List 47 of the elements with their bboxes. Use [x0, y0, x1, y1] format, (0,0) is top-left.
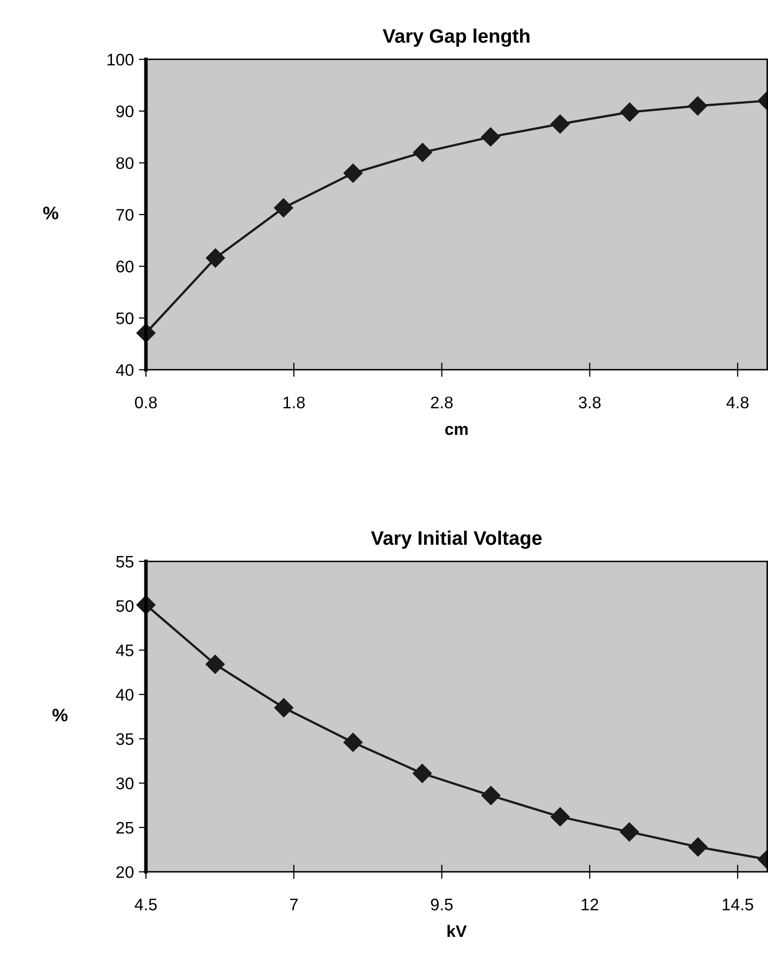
point: [413, 142, 432, 162]
y-tick-label: 80: [116, 157, 134, 170]
x-tick-label: 2.8: [431, 396, 453, 408]
point: [274, 698, 294, 718]
chart-title: Vary Initial Voltage: [370, 530, 542, 549]
point: [412, 764, 432, 783]
x-tick-label: 14.5: [722, 898, 754, 910]
point: [620, 822, 639, 842]
y-tick-label: 50: [116, 600, 134, 612]
y-tick-label: 60: [116, 260, 134, 272]
y-tick-label: 90: [116, 105, 134, 118]
y-tick-label: 55: [116, 556, 134, 568]
x-tick-label: 4.8: [726, 396, 749, 408]
x-tick-label: 4.5: [134, 898, 157, 910]
x-tick-label: 9.5: [430, 898, 453, 910]
point: [481, 127, 500, 146]
y-tick-label: 40: [116, 364, 134, 376]
y-tick-label: 35: [116, 733, 134, 745]
point: [343, 164, 363, 183]
y-tick-label: 30: [116, 778, 134, 790]
point: [550, 807, 570, 826]
y-tick-label: 45: [116, 644, 134, 656]
point: [688, 837, 708, 857]
x-axis-title: cm: [445, 426, 468, 436]
x-tick-label: 1.8: [284, 396, 305, 408]
y-tick-label: 40: [116, 688, 134, 701]
point: [481, 786, 500, 806]
point: [550, 114, 570, 134]
point: [688, 96, 708, 116]
y-tick-label: 50: [116, 312, 134, 324]
chart-title: Vary Gap length: [382, 28, 530, 47]
y-tick-label: 100: [108, 54, 134, 66]
x-tick-label: 0.8: [134, 396, 157, 408]
point: [206, 654, 225, 674]
x-tick-label: 3.8: [578, 396, 601, 408]
y-tick-label: 70: [116, 208, 134, 221]
point: [343, 732, 363, 752]
point: [274, 198, 294, 218]
y-tick-label: 20: [116, 866, 134, 878]
x-tick-label: 7: [290, 898, 298, 910]
x-tick-label: 12: [582, 898, 598, 910]
y-axis-title: %: [43, 206, 58, 220]
x-axis-title: kV: [448, 924, 467, 937]
y-axis-title: %: [52, 708, 68, 722]
point: [206, 248, 225, 268]
y-tick-label: 25: [116, 822, 134, 834]
point: [620, 102, 640, 122]
